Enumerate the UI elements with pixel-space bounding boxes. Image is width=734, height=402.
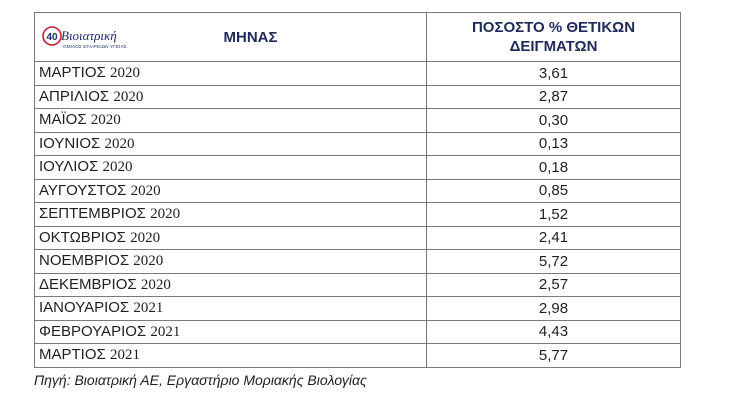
percentage-cell: 3,61	[426, 61, 681, 86]
month-cell: ΙΟΥΝΙΟΣ 2020	[34, 131, 427, 156]
month-column-header: 40 Βιοιατρική ΟΜΙΛΟΣ ΕΤΑΙΡΕΙΩΝ ΥΓΕΙΑΣ ΜΗ…	[34, 12, 427, 62]
month-cell: ΜΑΡΤΙΟΣ 2021	[34, 343, 427, 368]
month-name: ΔΕΚΕΜΒΡΙΟΣ	[39, 275, 137, 293]
positivity-table: 40 Βιοιατρική ΟΜΙΛΟΣ ΕΤΑΙΡΕΙΩΝ ΥΓΕΙΑΣ ΜΗ…	[34, 12, 681, 368]
month-name: ΑΠΡΙΛΙΟΣ	[39, 87, 110, 105]
logo-tagline: ΟΜΙΛΟΣ ΕΤΑΙΡΕΙΩΝ ΥΓΕΙΑΣ	[63, 44, 127, 49]
table-row: ΙΟΥΛΙΟΣ 2020 0,18	[34, 155, 681, 180]
table-row: ΙΑΝΟΥΑΡΙΟΣ 2021 2,98	[34, 296, 681, 321]
month-cell: ΦΕΒΡΟΥΑΡΙΟΣ 2021	[34, 319, 427, 344]
month-name: ΟΚΤΩΒΡΙΟΣ	[39, 228, 126, 246]
percentage-cell: 0,18	[426, 155, 681, 180]
svg-text:40: 40	[46, 32, 58, 43]
percentage-cell: 2,98	[426, 296, 681, 321]
percentage-cell: 1,52	[426, 202, 681, 227]
month-year: 2020	[90, 112, 121, 129]
percentage-cell: 0,13	[426, 131, 681, 156]
month-year: 2021	[150, 323, 181, 340]
month-header-label: ΜΗΝΑΣ	[223, 28, 278, 46]
table-row: ΣΕΠΤΕΜΒΡΙΟΣ 2020 1,52	[34, 202, 681, 227]
month-cell: ΙΑΝΟΥΑΡΙΟΣ 2021	[34, 296, 427, 321]
month-name: ΙΟΥΝΙΟΣ	[39, 134, 101, 152]
table-row: ΔΕΚΕΜΒΡΙΟΣ 2020 2,57	[34, 272, 681, 297]
logo-name: Βιοιατρική	[61, 28, 117, 43]
month-cell: ΑΥΓΟΥΣΤΟΣ 2020	[34, 178, 427, 203]
month-name: ΣΕΠΤΕΜΒΡΙΟΣ	[39, 205, 146, 223]
month-name: ΜΑΡΤΙΟΣ	[39, 64, 106, 82]
month-name: ΙΟΥΛΙΟΣ	[39, 158, 99, 176]
percentage-cell: 2,57	[426, 272, 681, 297]
month-year: 2021	[109, 347, 140, 364]
month-cell: ΜΑΪΟΣ 2020	[34, 108, 427, 133]
table-row: ΦΕΒΡΟΥΑΡΙΟΣ 2021 4,43	[34, 319, 681, 344]
month-cell: ΣΕΠΤΕΜΒΡΙΟΣ 2020	[34, 202, 427, 227]
month-name: ΦΕΒΡΟΥΑΡΙΟΣ	[39, 322, 147, 340]
bioiatriki-logo: 40 Βιοιατρική ΟΜΙΛΟΣ ΕΤΑΙΡΕΙΩΝ ΥΓΕΙΑΣ	[41, 25, 141, 53]
month-year: 2020	[130, 182, 161, 199]
month-year: 2020	[109, 65, 140, 82]
logo-40-icon: 40	[42, 26, 62, 46]
month-cell: ΙΟΥΛΙΟΣ 2020	[34, 155, 427, 180]
percentage-column-header: ΠΟΣΟΣΤΟ % ΘΕΤΙΚΩΝ ΔΕΙΓΜΑΤΩΝ	[426, 12, 681, 62]
table-row: ΜΑΡΤΙΟΣ 2021 5,77	[34, 343, 681, 368]
month-year: 2021	[133, 300, 164, 317]
month-year: 2020	[113, 88, 144, 105]
month-name: ΝΟΕΜΒΡΙΟΣ	[39, 252, 130, 270]
table-row: ΑΥΓΟΥΣΤΟΣ 2020 0,85	[34, 178, 681, 203]
percentage-cell: 0,30	[426, 108, 681, 133]
table-row: ΜΑΪΟΣ 2020 0,30	[34, 108, 681, 133]
percentage-cell: 2,41	[426, 225, 681, 250]
table-row: ΟΚΤΩΒΡΙΟΣ 2020 2,41	[34, 225, 681, 250]
table-row: ΜΑΡΤΙΟΣ 2020 3,61	[34, 61, 681, 86]
percentage-cell: 2,87	[426, 84, 681, 109]
month-year: 2020	[133, 253, 164, 270]
month-name: ΙΑΝΟΥΑΡΙΟΣ	[39, 299, 130, 317]
month-cell: ΜΑΡΤΙΟΣ 2020	[34, 61, 427, 86]
table-row: ΙΟΥΝΙΟΣ 2020 0,13	[34, 131, 681, 156]
month-cell: ΝΟΕΜΒΡΙΟΣ 2020	[34, 249, 427, 274]
source-note: Πηγή: Βιοιατρική ΑΕ, Εργαστήριο Μοριακής…	[34, 372, 367, 388]
percentage-cell: 0,85	[426, 178, 681, 203]
month-year: 2020	[102, 159, 133, 176]
month-year: 2020	[104, 135, 135, 152]
table-row: ΑΠΡΙΛΙΟΣ 2020 2,87	[34, 84, 681, 109]
month-cell: ΑΠΡΙΛΙΟΣ 2020	[34, 84, 427, 109]
month-cell: ΟΚΤΩΒΡΙΟΣ 2020	[34, 225, 427, 250]
table-body: ΜΑΡΤΙΟΣ 2020 3,61 ΑΠΡΙΛΙΟΣ 2020 2,87 ΜΑΪΟΣ 2…	[34, 61, 681, 368]
month-year: 2020	[130, 229, 161, 246]
month-name: ΜΑΡΤΙΟΣ	[39, 346, 106, 364]
table-header-row: 40 Βιοιατρική ΟΜΙΛΟΣ ΕΤΑΙΡΕΙΩΝ ΥΓΕΙΑΣ ΜΗ…	[34, 12, 681, 62]
month-name: ΜΑΪΟΣ	[39, 111, 87, 129]
percentage-cell: 5,77	[426, 343, 681, 368]
month-year: 2020	[150, 206, 181, 223]
table-row: ΝΟΕΜΒΡΙΟΣ 2020 5,72	[34, 249, 681, 274]
month-cell: ΔΕΚΕΜΒΡΙΟΣ 2020	[34, 272, 427, 297]
month-year: 2020	[140, 276, 171, 293]
percentage-cell: 4,43	[426, 319, 681, 344]
month-name: ΑΥΓΟΥΣΤΟΣ	[39, 181, 127, 199]
percentage-cell: 5,72	[426, 249, 681, 274]
